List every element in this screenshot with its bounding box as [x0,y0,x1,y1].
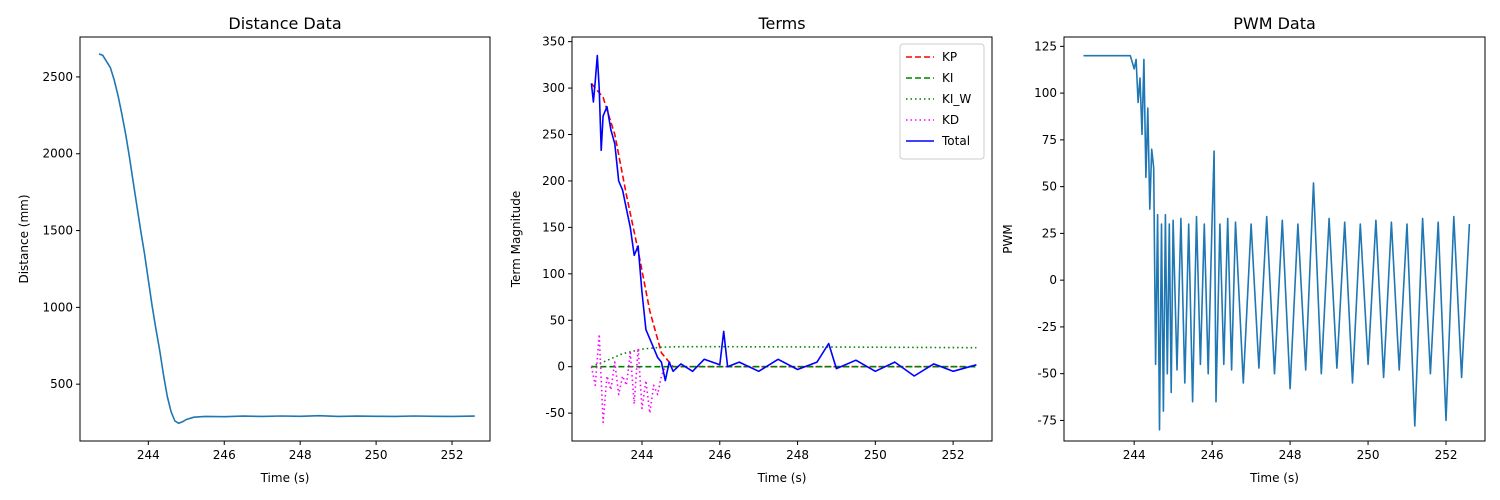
y-tick-label: 150 [542,220,565,234]
x-tick-label: 252 [1435,448,1458,462]
y-tick-label: 2500 [42,70,73,84]
legend-box [899,43,985,160]
plot-area-frame [79,36,491,442]
y-tick-label: 75 [1042,133,1057,147]
x-tick-label: 244 [631,448,654,462]
x-tick-label: 250 [365,448,388,462]
series-group [1083,54,1471,431]
legend-label: KI_W [942,92,971,106]
y-tick-label: 1000 [42,300,73,314]
y-tick-label: -50 [1037,367,1057,381]
y-tick-label: 350 [542,35,565,49]
y-tick-label: 200 [542,174,565,188]
x-tick-label: 252 [942,448,965,462]
chart-panel-pwm: PWM Data Time (s) PWM 244 246 248 250 252-75… [1001,14,1486,485]
y-axis-label: Term Magnitude [509,191,523,288]
plot-area-frame [571,36,993,442]
x-tick-label: 246 [708,448,731,462]
x-axis-label: Time (s) [1249,471,1299,485]
x-axis-label: Time (s) [260,471,310,485]
y-axis-label: PWM [1001,224,1015,253]
y-tick-label: 50 [1042,180,1057,194]
y-axis-label: Distance (mm) [17,194,31,283]
y-tick-label: 50 [550,313,565,327]
x-tick-label: 252 [441,448,464,462]
legend-label: Total [941,134,970,148]
y-tick-label: 0 [557,360,565,374]
y-tick-label: 100 [1034,86,1057,100]
x-tick-label: 248 [786,448,809,462]
chart-title: Distance Data [228,14,341,33]
x-tick-label: 244 [1123,448,1146,462]
y-tick-label: 100 [542,267,565,281]
plot-area-frame [1063,36,1486,442]
chart-panel-distance: Distance Data Time (s) Distance (mm) 244… [17,14,491,485]
y-tick-label: 25 [1042,226,1057,240]
legend-label: KI [942,71,953,85]
x-tick-label: 248 [289,448,312,462]
chart-title: PWM Data [1233,14,1316,33]
series-group [98,53,475,425]
legend-label: KD [942,113,959,127]
y-tick-label: 300 [542,81,565,95]
series-line-kd [590,333,667,424]
x-tick-label: 250 [1357,448,1380,462]
chart-title: Terms [757,14,805,33]
x-tick-label: 246 [213,448,236,462]
x-tick-label: 250 [864,448,887,462]
y-tick-label: 2000 [42,147,73,161]
x-tick-label: 246 [1201,448,1224,462]
y-tick-label: 125 [1034,39,1057,53]
series-group [590,54,977,424]
y-tick-label: 0 [1049,273,1057,287]
chart-panel-terms: Terms Time (s) Term Magnitude 244 246 248 2… [509,14,993,485]
series-line-0 [1083,54,1471,431]
series-line-total [590,54,977,382]
legend-label: KP [942,50,957,64]
series-line-ki_w [591,345,977,368]
y-tick-label: -50 [545,406,565,420]
y-tick-label: -25 [1037,320,1057,334]
y-tick-label: 250 [542,128,565,142]
x-tick-label: 248 [1279,448,1302,462]
x-axis-label: Time (s) [757,471,807,485]
y-tick-label: 500 [50,377,73,391]
y-tick-label: -75 [1037,413,1057,427]
x-tick-label: 244 [137,448,160,462]
legend: KP KI KI_W KD Total [899,43,985,160]
series-line-0 [98,53,475,425]
y-tick-label: 1500 [42,224,73,238]
